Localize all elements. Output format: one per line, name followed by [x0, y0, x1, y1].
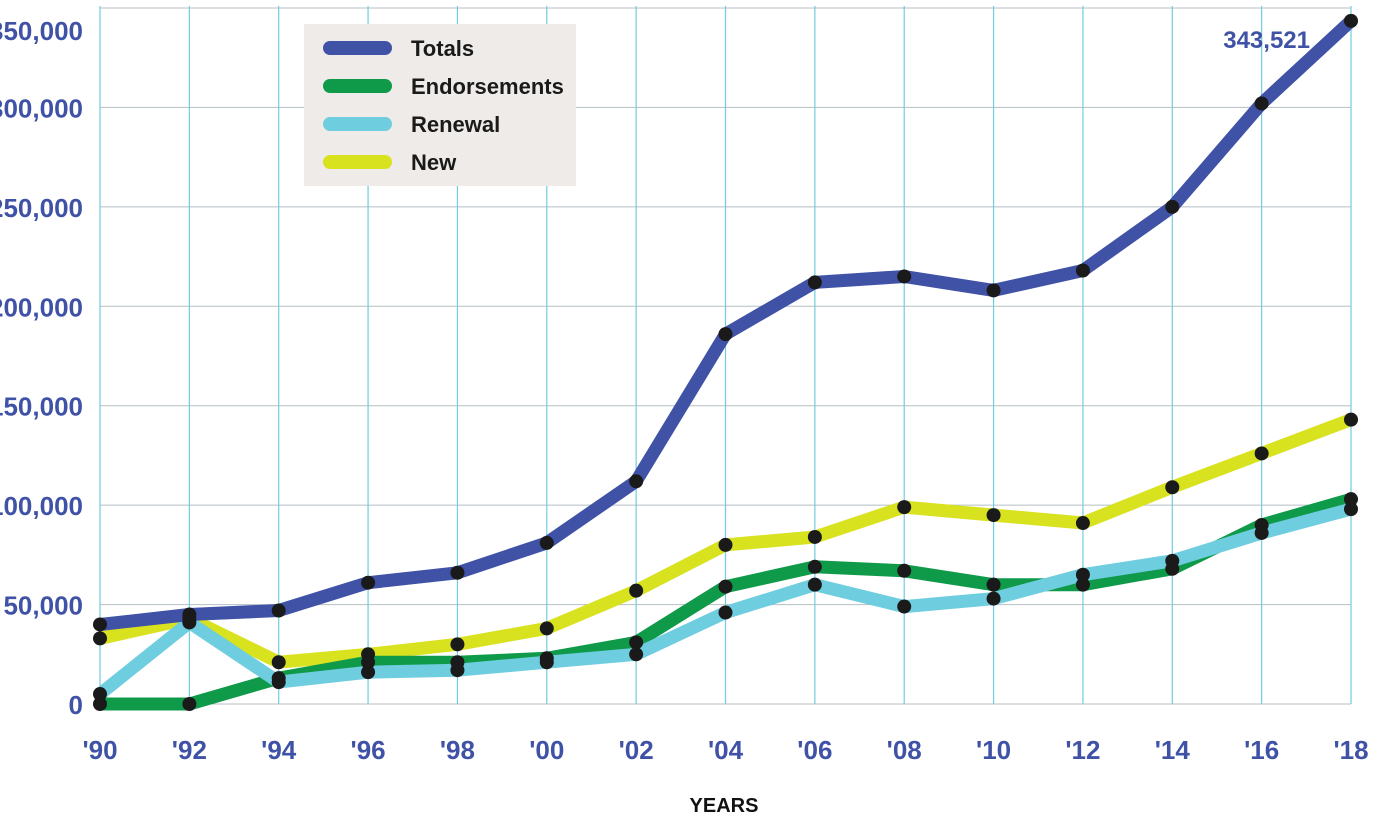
y-tick-label: 200,000 — [0, 292, 83, 322]
data-point-renewal — [1344, 502, 1358, 516]
x-tick-label: '94 — [261, 735, 297, 765]
data-point-new — [808, 530, 822, 544]
y-tick-label: 100,000 — [0, 491, 83, 521]
legend: Totals Endorsements Renewal New — [304, 24, 576, 186]
x-tick-label: '08 — [887, 735, 922, 765]
data-point-totals — [1165, 200, 1179, 214]
x-tick-label: '02 — [619, 735, 654, 765]
legend-label-new: New — [411, 150, 457, 175]
x-tick-label: '18 — [1333, 735, 1368, 765]
data-point-endorsements — [719, 580, 733, 594]
data-point-new — [361, 647, 375, 661]
y-tick-label: 300,000 — [0, 93, 83, 123]
legend-label-renewal: Renewal — [411, 112, 500, 137]
x-axis-label: YEARS — [690, 795, 759, 817]
x-tick-label: '12 — [1065, 735, 1100, 765]
data-point-new — [450, 637, 464, 651]
data-point-totals — [1344, 14, 1358, 28]
data-point-new — [897, 500, 911, 514]
x-tick-label: '96 — [351, 735, 386, 765]
legend-label-totals: Totals — [411, 36, 474, 61]
data-point-endorsements — [987, 578, 1001, 592]
data-point-new — [719, 538, 733, 552]
grid — [100, 6, 1351, 704]
data-point-totals — [1255, 96, 1269, 110]
data-point-new — [1344, 413, 1358, 427]
y-axis-tick-labels: 0 50,000 100,000 150,000 200,000 250,000 300,0… — [0, 16, 83, 720]
data-point-totals — [987, 283, 1001, 297]
data-point-totals — [450, 566, 464, 580]
data-point-renewal — [897, 600, 911, 614]
data-point-totals — [93, 617, 107, 631]
data-point-renewal — [719, 606, 733, 620]
data-point-endorsements — [897, 564, 911, 578]
y-tick-label: 250,000 — [0, 193, 83, 223]
data-point-renewal — [808, 578, 822, 592]
data-point-endorsements — [808, 560, 822, 574]
data-point-totals — [540, 536, 554, 550]
data-point-endorsements — [182, 697, 196, 711]
data-point-renewal — [1255, 526, 1269, 540]
x-tick-label: '14 — [1155, 735, 1191, 765]
x-tick-label: '00 — [529, 735, 564, 765]
data-point-renewal — [1076, 568, 1090, 582]
data-point-renewal — [987, 592, 1001, 606]
y-tick-label: 50,000 — [3, 591, 83, 621]
data-point-new — [1165, 480, 1179, 494]
data-point-new — [1255, 446, 1269, 460]
x-axis-tick-labels: '90 '92 '94 '96 '98 '00 '02 '04 '06 '08 '10 '12 '14 '… — [82, 735, 1368, 765]
data-point-renewal — [629, 647, 643, 661]
data-point-totals — [629, 474, 643, 488]
data-point-totals — [361, 576, 375, 590]
data-point-new — [93, 631, 107, 645]
data-point-new — [987, 508, 1001, 522]
data-point-renewal — [540, 655, 554, 669]
data-point-renewal — [361, 665, 375, 679]
data-point-renewal — [93, 687, 107, 701]
data-point-new — [540, 621, 554, 635]
x-tick-label: '90 — [82, 735, 117, 765]
data-point-endorsements — [629, 635, 643, 649]
data-point-totals — [808, 275, 822, 289]
data-point-totals — [897, 269, 911, 283]
data-point-renewal — [450, 663, 464, 677]
x-tick-label: '16 — [1244, 735, 1279, 765]
x-tick-label: '98 — [440, 735, 475, 765]
x-tick-label: '06 — [797, 735, 832, 765]
data-point-renewal — [1165, 554, 1179, 568]
data-point-renewal — [272, 675, 286, 689]
legend-label-endorsements: Endorsements — [411, 74, 564, 99]
data-point-totals — [719, 327, 733, 341]
data-point-new — [629, 584, 643, 598]
y-tick-label: 150,000 — [0, 392, 83, 422]
y-tick-label: 0 — [69, 690, 83, 720]
annotation-final-total: 343,521 — [1223, 27, 1310, 54]
data-point-new — [182, 611, 196, 625]
data-point-new — [1076, 516, 1090, 530]
y-tick-label: 350,000 — [0, 16, 83, 46]
x-tick-label: '92 — [172, 735, 207, 765]
x-tick-label: '04 — [708, 735, 744, 765]
data-point-totals — [272, 604, 286, 618]
data-point-totals — [1076, 263, 1090, 277]
x-tick-label: '10 — [976, 735, 1011, 765]
data-point-new — [272, 655, 286, 669]
